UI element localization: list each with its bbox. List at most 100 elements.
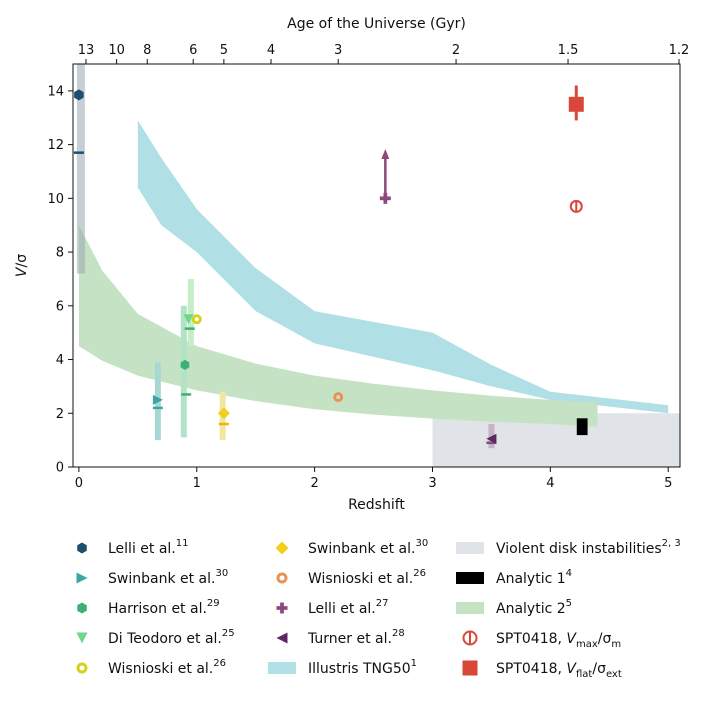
legend-col3-part-3-2: /σ [598,631,612,647]
data-point-7-v [383,192,388,204]
legend-col1-marker-2 [77,602,87,614]
analytic2-band [78,225,598,427]
legend-col2-label-0: Swinbank et al.30 [308,538,428,557]
x-tick-label-5: 5 [664,476,672,491]
legend-col2-text-3: Turner et al. [307,631,392,647]
errorbar-2 [187,278,194,347]
data-point-10 [569,199,583,213]
legend: Lelli et al.11 Swinbank et al.30 Harrison … [76,538,681,680]
legend-col1-sup-4: 26 [213,658,226,669]
top-tick-label-1: 10 [108,43,125,58]
top-tick-label-0: 13 [78,43,95,58]
data-point-1-shape [152,394,163,405]
legend-col3-label-2: Analytic 25 [496,598,572,617]
legend-col3-marker-0 [456,542,484,554]
legend-col1-sup-1: 30 [215,568,228,579]
top-tick-label-7: 2 [452,43,460,58]
legend-col3-marker-2-shape [456,602,484,614]
legend-col3-marker-1-shape [456,572,484,584]
legend-col2-text-4: Illustris TNG50 [308,661,411,677]
legend-col3-text-4: SPT0418, [496,661,566,677]
legend-col1-marker-3 [76,632,88,644]
legend-col1-marker-1 [76,572,88,584]
legend-col3-part-4-3: ext [606,669,622,680]
legend-col3-part-3-1: max [576,639,598,650]
y-tick-label-4: 8 [56,246,64,261]
data-point-0 [74,89,84,101]
data-point-5 [217,407,230,420]
legend-col2-marker-0 [275,541,289,555]
x-axis-ticks: 0 1 2 3 4 5 [75,467,672,491]
legend-col2-sup-4: 1 [411,658,417,669]
legend-col3-marker-0-shape [456,542,484,554]
legend-col1-label-4: Wisnioski et al.26 [108,658,226,677]
data-point-9 [576,418,588,436]
legend-col1-sup-2: 29 [207,598,220,609]
x-tick-label-0: 0 [75,476,83,491]
legend-col1-marker-4-shape [76,662,88,674]
data-point-5-shape [217,407,230,420]
legend-col3-marker-2 [456,602,484,614]
y-axis-ticks: 0 2 4 6 8 10 12 14 [47,84,73,476]
legend-col1-marker-0-shape [77,542,87,554]
data-point-2 [180,359,190,370]
chart-points [74,89,588,444]
legend-col3-text-3: SPT0418, [496,631,566,647]
legend-col1-text-0: Lelli et al. [108,541,176,557]
legend-col1-sup-3: 25 [222,628,235,639]
data-point-1 [152,394,163,405]
top-tick-label-9: 1.2 [669,43,690,58]
x-axis-label: Redshift [348,497,405,513]
local-lelli-band [76,64,85,274]
legend-col1-marker-0 [77,542,87,554]
legend-col3-text-2: Analytic 2 [496,601,566,617]
legend-col1-label-0: Lelli et al.11 [108,538,189,557]
y-tick-label-3: 6 [56,299,64,314]
data-point-3 [183,314,194,325]
data-point-8-shape [486,433,497,444]
y-axis-label-v: V [14,266,30,277]
data-point-7 [379,192,391,204]
top-tick-label-8: 1.5 [558,43,579,58]
lelli-arrow-head [381,148,390,159]
data-point-0-shape [74,89,84,101]
legend-col3-label-4: SPT0418, Vflat/σext [496,661,622,680]
data-point-4-shape [191,314,202,325]
legend-col2-marker-1 [276,572,288,584]
legend-col2-label-1: Wisnioski et al.26 [308,568,426,587]
legend-col2-sup-2: 27 [376,598,389,609]
legend-col2-text-2: Lelli et al. [308,601,376,617]
legend-col3-marker-4 [462,660,478,676]
legend-col1-label-2: Harrison et al.29 [108,598,220,617]
legend-col2-marker-3-shape [276,632,288,644]
legend-col3-marker-3 [462,630,478,646]
legend-col3-sup-2: 5 [566,598,572,609]
legend-col3-label-1: Analytic 14 [496,568,572,587]
legend-col3-part-4-1: flat [576,669,592,680]
data-point-8 [486,433,497,444]
legend-col2-marker-2 [276,602,288,614]
legend-col2-sup-1: 26 [413,568,426,579]
legend-col2-sup-3: 28 [392,628,405,639]
legend-col3-part-4-0: V [566,661,577,677]
data-point-11 [568,96,584,112]
legend-col2-label-2: Lelli et al.27 [308,598,389,617]
legend-col3-sup-0: 2, 3 [662,538,681,549]
errorbar-4 [488,424,495,449]
plot-frame [72,63,681,468]
top-tick-label-6: 3 [334,43,342,58]
y-tick-label-7: 14 [47,84,64,99]
data-point-4 [191,314,202,325]
legend-col2-label-3: Turner et al.28 [307,628,405,647]
data-point-2-shape [180,359,190,370]
legend-col1-marker-1-shape [76,572,88,584]
top-axis-ticks: 13 10 8 6 5 4 3 2 1.5 1.2 [78,43,690,64]
legend-col2-marker-0-shape [275,541,289,555]
legend-col3-text-1: Analytic 1 [496,571,566,587]
x-tick-label-2: 2 [310,476,318,491]
errorbar-1 [180,305,187,438]
data-point-3-shape [183,314,194,325]
legend-col2-marker-1-shape [276,572,288,584]
legend-col1-text-2: Harrison et al. [108,601,207,617]
